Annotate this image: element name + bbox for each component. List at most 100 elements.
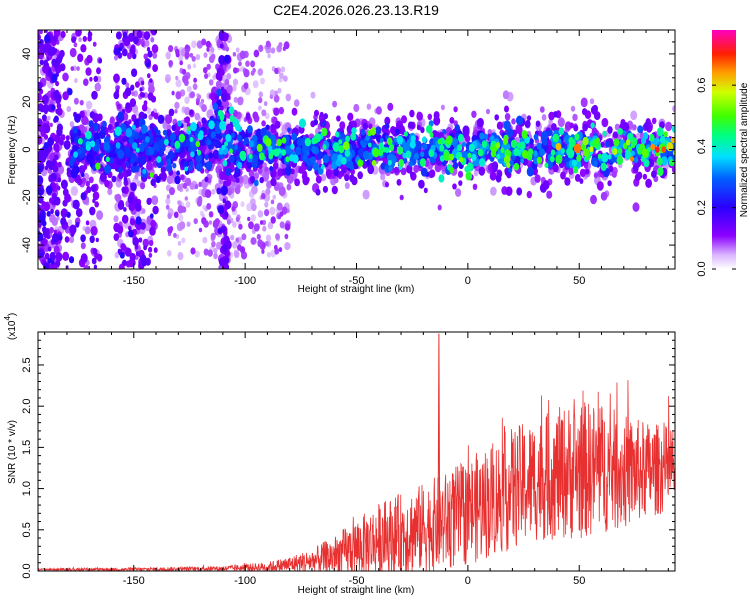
heatmap-cell bbox=[561, 143, 565, 149]
heatmap-cell bbox=[221, 144, 226, 150]
heatmap-cell bbox=[572, 113, 578, 122]
heatmap-cell bbox=[453, 162, 459, 169]
heatmap-cell bbox=[151, 195, 159, 205]
heatmap-cell bbox=[130, 182, 137, 192]
heatmap-cell bbox=[253, 49, 260, 58]
heatmap-cell bbox=[643, 159, 650, 168]
heatmap-cell bbox=[333, 168, 339, 177]
heatmap-cell bbox=[561, 148, 565, 154]
heatmap-cell bbox=[51, 58, 57, 67]
heatmap-cell bbox=[496, 121, 503, 130]
heatmap-cell bbox=[144, 39, 150, 47]
heatmap-cell bbox=[80, 44, 87, 53]
heatmap-cell bbox=[428, 149, 434, 158]
heatmap-cell bbox=[642, 132, 649, 140]
heatmap-cell bbox=[201, 38, 207, 46]
heatmap-cell bbox=[171, 124, 177, 131]
heatmap-cell bbox=[633, 156, 639, 163]
heatmap-cell bbox=[198, 181, 203, 187]
heatmap-cell bbox=[235, 47, 240, 53]
heatmap-cell bbox=[270, 47, 276, 54]
heatmap-cell bbox=[409, 140, 416, 149]
heatmap-cell bbox=[601, 117, 609, 128]
heatmap-cell bbox=[184, 96, 190, 104]
heatmap-cell bbox=[541, 114, 547, 121]
heatmap-cell bbox=[190, 151, 195, 158]
heatmap-cell bbox=[208, 220, 212, 225]
heatmap-cell bbox=[76, 66, 80, 71]
heatmap-cell bbox=[60, 179, 68, 190]
heatmap-cell bbox=[200, 139, 206, 146]
heatmap-cell bbox=[205, 161, 213, 171]
heatmap-cell bbox=[134, 174, 139, 180]
heatmap-cell bbox=[196, 162, 203, 172]
heatmap-cell bbox=[344, 174, 350, 182]
heatmap-cell bbox=[298, 166, 304, 174]
heatmap-cell bbox=[70, 232, 75, 237]
heatmap-cell bbox=[118, 221, 123, 226]
heatmap-cell bbox=[125, 161, 130, 167]
heatmap-cell bbox=[261, 120, 266, 127]
heatmap-cell bbox=[173, 232, 177, 238]
heatmap-cell bbox=[293, 99, 300, 107]
heatmap-cell bbox=[78, 37, 82, 43]
heatmap-cell bbox=[315, 175, 322, 184]
heatmap-cell bbox=[115, 31, 122, 40]
heatmap-cell bbox=[273, 94, 280, 103]
heatmap-cell bbox=[131, 68, 138, 77]
heatmap-cell bbox=[211, 241, 216, 248]
heatmap-cell bbox=[55, 80, 60, 87]
heatmap-cell bbox=[462, 141, 466, 147]
heatmap-cell bbox=[72, 126, 78, 134]
heatmap-cell bbox=[235, 216, 240, 222]
heatmap-cell bbox=[117, 149, 125, 160]
heatmap-cell bbox=[251, 185, 258, 195]
heatmap-cell bbox=[104, 164, 111, 174]
heatmap-cell bbox=[139, 87, 143, 92]
heatmap-cell bbox=[520, 158, 524, 164]
heatmap-cell bbox=[46, 210, 51, 217]
heatmap-cell bbox=[645, 178, 652, 188]
heatmap-cell bbox=[614, 123, 621, 131]
heatmap-cell bbox=[211, 188, 216, 195]
heatmap-cell bbox=[181, 68, 187, 75]
heatmap-cell bbox=[42, 64, 49, 74]
heatmap-cell bbox=[277, 87, 282, 94]
heatmap-cell bbox=[454, 124, 460, 132]
heatmap-cell bbox=[148, 252, 153, 258]
heatmap-cell bbox=[322, 144, 327, 150]
heatmap-cell bbox=[285, 93, 292, 102]
heatmap-cell bbox=[149, 213, 154, 219]
heatmap-cell bbox=[48, 69, 52, 75]
heatmap-cell bbox=[145, 136, 150, 143]
heatmap-cell bbox=[535, 120, 541, 127]
heatmap-cell bbox=[423, 187, 428, 194]
heatmap-cell bbox=[59, 139, 64, 146]
heatmap-cell bbox=[489, 171, 497, 181]
heatmap-cell bbox=[420, 126, 425, 134]
heatmap-cell bbox=[66, 211, 71, 218]
heatmap-cell bbox=[43, 59, 49, 67]
heatmap-cell bbox=[291, 107, 298, 116]
heatmap-cell bbox=[208, 152, 213, 159]
heatmap-cell bbox=[186, 221, 191, 227]
heatmap-cell bbox=[533, 150, 538, 157]
heatmap-cell bbox=[224, 200, 232, 210]
heatmap-cell bbox=[536, 142, 542, 150]
heatmap-cell bbox=[235, 177, 240, 183]
heatmap-cell bbox=[213, 252, 218, 260]
heatmap-cell bbox=[380, 162, 386, 170]
heatmap-cell bbox=[46, 185, 53, 194]
heatmap-cell bbox=[115, 193, 122, 203]
heatmap-cell bbox=[548, 119, 553, 126]
heatmap-cell bbox=[47, 136, 55, 147]
heatmap-cell bbox=[150, 111, 155, 117]
heatmap-cell bbox=[38, 195, 44, 204]
heatmap-cell bbox=[367, 164, 375, 175]
heatmap-cell bbox=[233, 96, 238, 103]
heatmap-cell bbox=[70, 66, 75, 71]
heatmap-cell bbox=[93, 123, 99, 132]
heatmap-cell bbox=[267, 145, 273, 152]
heatmap-cell bbox=[590, 194, 597, 205]
heatmap-cell bbox=[178, 54, 184, 62]
